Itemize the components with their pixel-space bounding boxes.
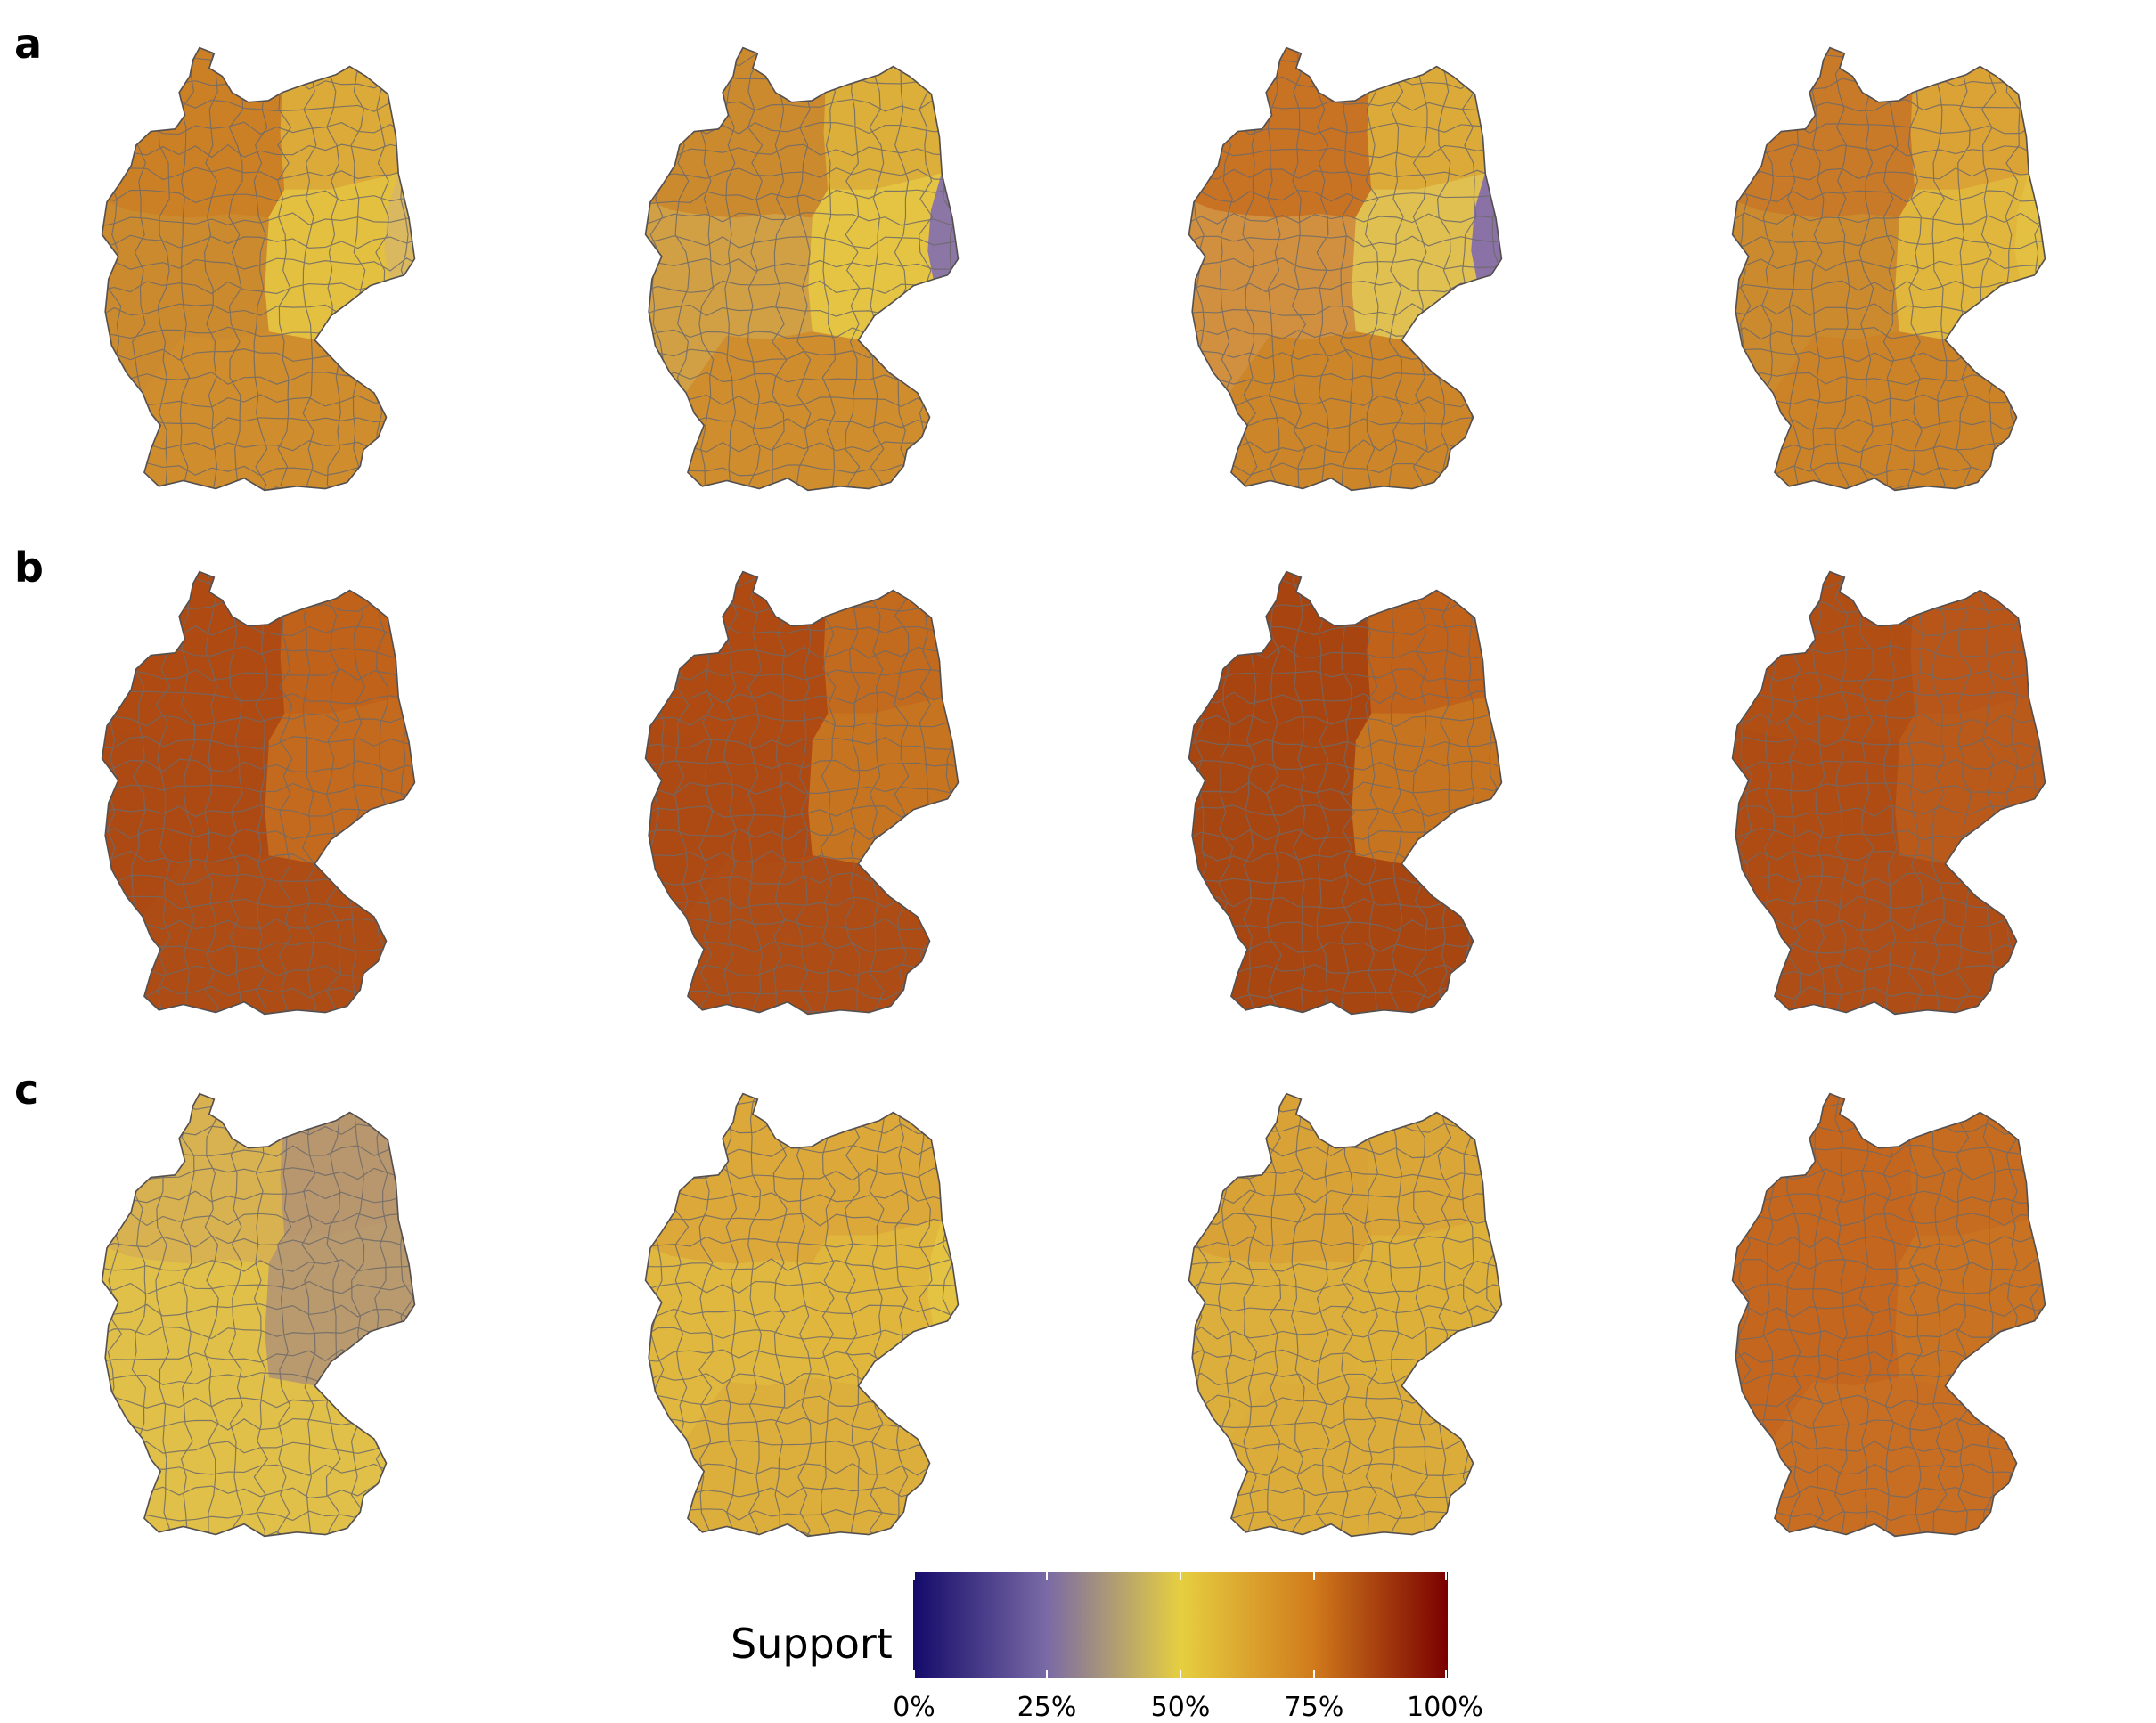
region-south — [685, 855, 931, 1015]
country-outline — [1188, 570, 1503, 1016]
region-north — [1193, 47, 1373, 219]
legend-tick-75-bottom — [1313, 1670, 1315, 1678]
country-outline — [101, 570, 416, 1016]
legend-tick-100-bottom — [1445, 1670, 1447, 1678]
legend-tick-25-bottom — [1046, 1670, 1048, 1678]
germany-map-b-4 — [1731, 570, 2046, 1016]
legend-label-50: 50% — [1150, 1692, 1211, 1723]
germany-map-b-3 — [1188, 570, 1503, 1016]
region-south — [1772, 1377, 2018, 1537]
legend-tick-75 — [1313, 1572, 1315, 1580]
region-north — [1193, 571, 1373, 743]
region-south — [1229, 331, 1474, 491]
legend-tick-0-bottom — [913, 1670, 915, 1678]
country-outline — [1188, 1092, 1503, 1538]
country-outline — [1731, 1092, 2046, 1538]
region-north — [1736, 1093, 1916, 1265]
germany-map-b-2 — [644, 570, 960, 1016]
germany-map-a-2 — [644, 46, 960, 492]
legend-tick-25 — [1046, 1572, 1048, 1580]
legend-tick-50-bottom — [1180, 1670, 1181, 1678]
legend-label-25: 25% — [1017, 1692, 1077, 1723]
germany-map-b-1 — [101, 570, 416, 1016]
legend-label-100: 100% — [1407, 1692, 1483, 1723]
country-outline — [1731, 570, 2046, 1016]
region-north — [1193, 1093, 1373, 1265]
legend-colorbar — [913, 1572, 1448, 1678]
germany-map-c-3 — [1188, 1092, 1503, 1538]
legend-label-0: 0% — [893, 1692, 935, 1723]
row-label-b: b — [14, 543, 44, 592]
region-northeast — [823, 66, 943, 191]
legend-tick-50 — [1180, 1572, 1181, 1580]
row-label-a: a — [14, 20, 43, 68]
germany-map-c-4 — [1731, 1092, 2046, 1538]
row-label-c: c — [14, 1066, 39, 1114]
germany-map-c-2 — [644, 1092, 960, 1538]
region-northeast — [280, 590, 399, 715]
country-outline — [644, 1092, 960, 1538]
germany-map-a-3 — [1188, 46, 1503, 492]
country-outline — [101, 46, 416, 492]
region-south — [142, 331, 388, 491]
region-south — [1772, 331, 2018, 491]
legend-tick-0 — [913, 1572, 915, 1580]
legend-tick-100 — [1445, 1572, 1447, 1580]
country-outline — [101, 1092, 416, 1538]
country-outline — [1188, 46, 1503, 492]
country-outline — [644, 570, 960, 1016]
region-north — [106, 571, 286, 743]
country-outline — [1731, 46, 2046, 492]
germany-map-c-1 — [101, 1092, 416, 1538]
legend-label-75: 75% — [1284, 1692, 1344, 1723]
germany-map-a-4 — [1731, 46, 2046, 492]
region-north — [106, 47, 286, 219]
country-outline — [644, 46, 960, 492]
legend-title: Support — [731, 1620, 893, 1668]
region-north — [649, 571, 829, 743]
germany-map-a-1 — [101, 46, 416, 492]
region-south — [1229, 855, 1474, 1015]
region-northeast — [1367, 66, 1486, 191]
